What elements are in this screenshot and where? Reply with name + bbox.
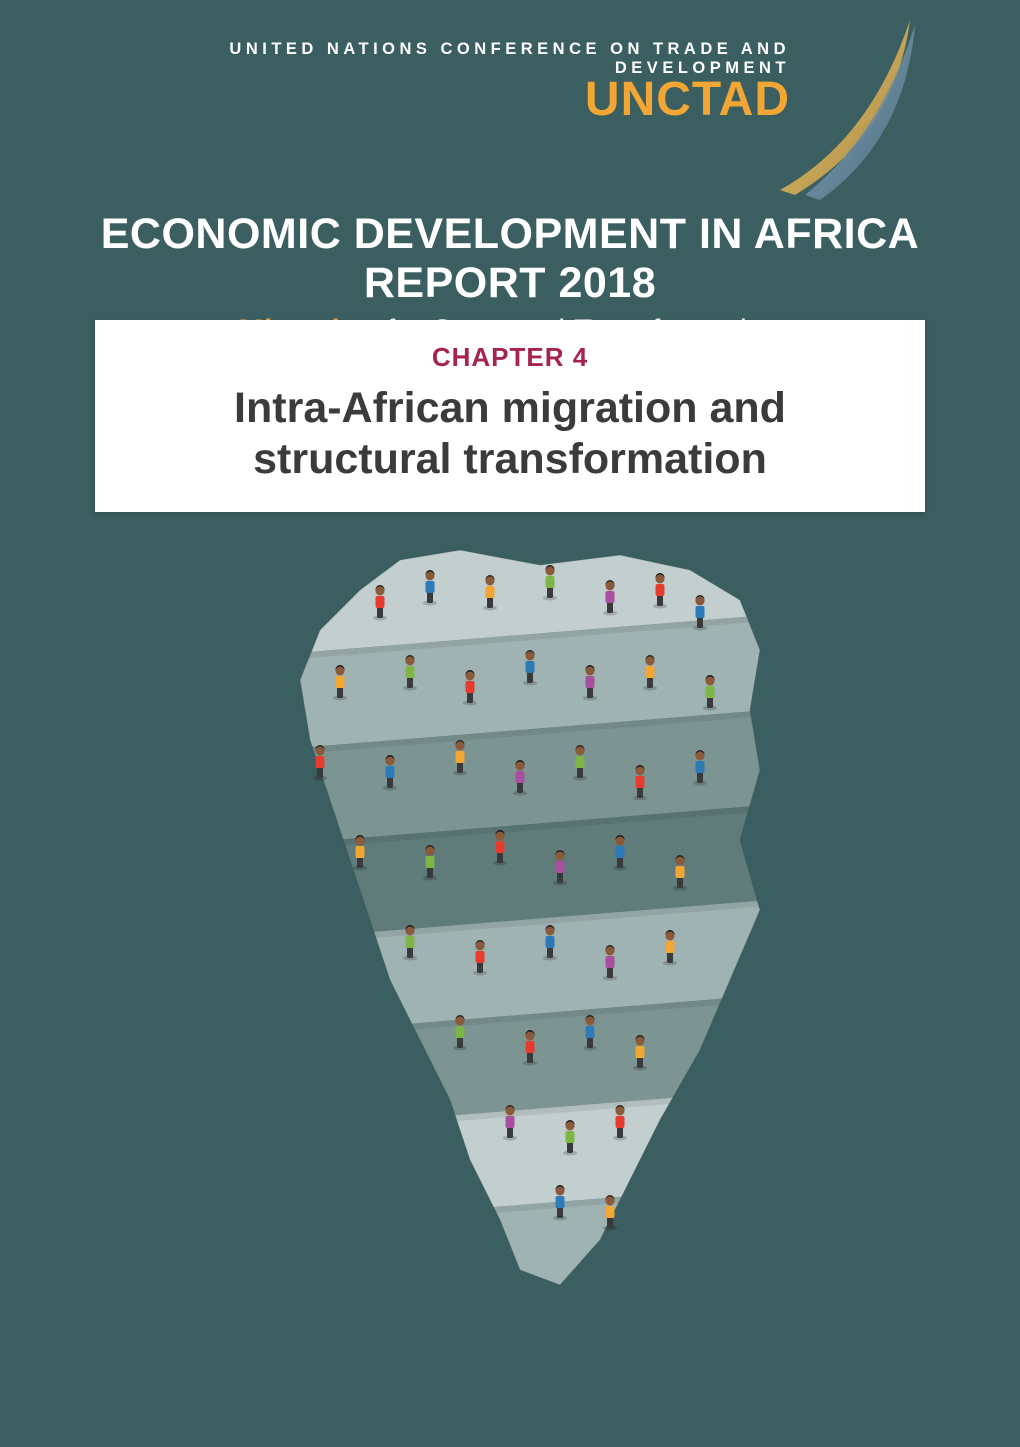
africa-illustration — [260, 540, 780, 1300]
chapter-box: CHAPTER 4 Intra-African migration and st… — [95, 320, 925, 512]
report-main-title: ECONOMIC DEVELOPMENT IN AFRICA REPORT 20… — [95, 210, 925, 308]
chapter-title-line1: Intra-African migration and — [234, 384, 786, 432]
chapter-title-line2: structural transformation — [253, 435, 767, 483]
chapter-label: CHAPTER 4 — [125, 342, 895, 373]
chapter-title: Intra-African migration and structural t… — [125, 383, 895, 484]
unctad-swoosh-icon — [760, 20, 920, 200]
header-logo-block: UNITED NATIONS CONFERENCE ON TRADE AND D… — [190, 30, 920, 180]
report-cover-page: UNITED NATIONS CONFERENCE ON TRADE AND D… — [0, 0, 1020, 1447]
